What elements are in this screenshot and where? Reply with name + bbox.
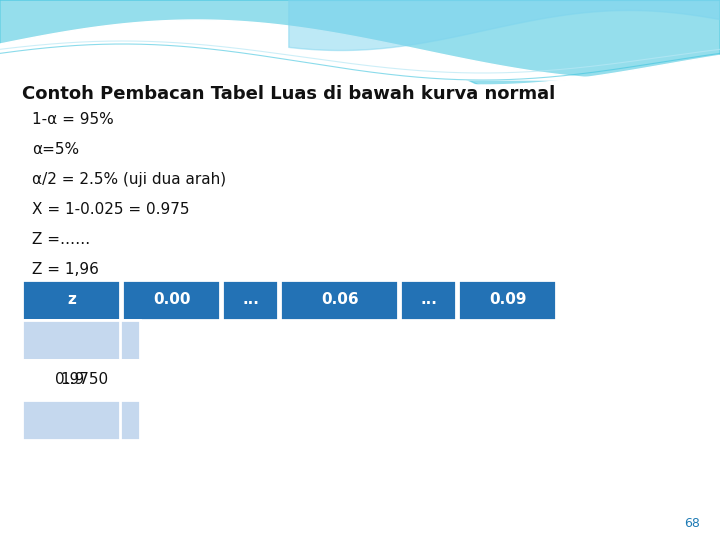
Bar — [22, 400, 120, 440]
Text: α=5%: α=5% — [32, 142, 79, 157]
Text: α/2 = 2.5% (uji dua arah): α/2 = 2.5% (uji dua arah) — [32, 172, 226, 187]
Bar — [22, 320, 78, 360]
Bar — [22, 360, 140, 400]
Text: ...: ... — [420, 293, 438, 307]
Text: ...: ... — [243, 293, 259, 307]
Text: 68: 68 — [684, 517, 700, 530]
Text: Z = 1,96: Z = 1,96 — [32, 262, 99, 277]
Text: 0.00: 0.00 — [153, 293, 191, 307]
Bar — [22, 360, 120, 400]
Bar — [22, 400, 120, 440]
Text: X = 1-0.025 = 0.975: X = 1-0.025 = 0.975 — [32, 202, 189, 217]
Bar — [22, 320, 120, 360]
Bar — [22, 360, 78, 400]
Text: 0.09: 0.09 — [490, 293, 527, 307]
Bar — [280, 280, 398, 320]
Bar — [222, 280, 278, 320]
Text: z: z — [68, 293, 76, 307]
Bar — [400, 280, 456, 320]
Bar — [22, 400, 78, 440]
Bar — [22, 400, 78, 440]
Text: 0.9750: 0.9750 — [55, 373, 109, 388]
Text: 1-α = 95%: 1-α = 95% — [32, 112, 114, 127]
Bar — [22, 320, 140, 360]
Text: 1.9: 1.9 — [60, 373, 84, 388]
Bar — [22, 320, 120, 360]
Bar — [22, 280, 120, 320]
Bar — [22, 320, 78, 360]
Bar — [122, 280, 220, 320]
Bar — [22, 360, 78, 400]
Text: Z =……: Z =…… — [32, 232, 90, 247]
Bar — [458, 280, 556, 320]
Bar — [22, 320, 120, 360]
Bar — [22, 360, 120, 400]
Text: 0.06: 0.06 — [321, 293, 359, 307]
Bar — [22, 360, 120, 400]
Text: Contoh Pembacan Tabel Luas di bawah kurva normal: Contoh Pembacan Tabel Luas di bawah kurv… — [22, 85, 555, 103]
Bar — [22, 400, 140, 440]
Bar — [22, 400, 120, 440]
